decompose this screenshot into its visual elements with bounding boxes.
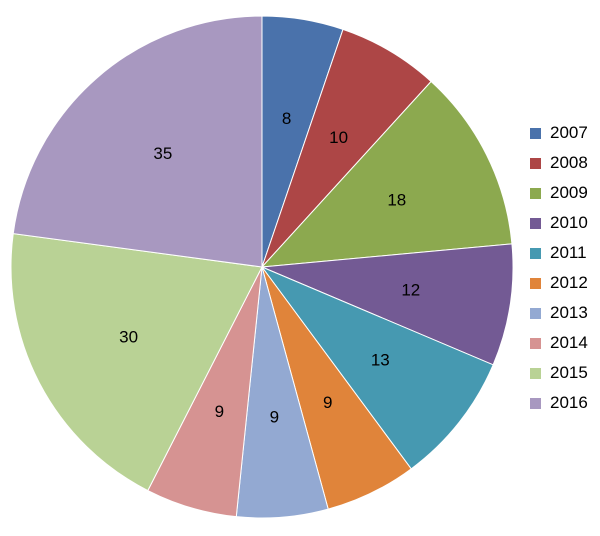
legend-item-2014: 2014 (530, 328, 588, 358)
legend-label: 2010 (550, 213, 588, 232)
legend-swatch (530, 397, 541, 409)
legend-item-2016: 2016 (530, 388, 588, 418)
data-label-2009: 18 (387, 190, 406, 209)
data-label-2016: 35 (153, 144, 172, 163)
legend-item-2011: 2011 (530, 238, 588, 268)
legend-item-2010: 2010 (530, 208, 588, 238)
pie-slices (10, 15, 514, 519)
legend-swatch (530, 217, 541, 229)
legend-label: 2008 (550, 153, 588, 172)
pie-data-labels: 8 10 18 12 13 9 9 9 30 35 (119, 109, 420, 427)
legend-swatch (530, 157, 541, 169)
legend-item-2015: 2015 (530, 358, 588, 388)
legend-item-2008: 2008 (530, 148, 588, 178)
legend-label: 2012 (550, 273, 588, 292)
legend-label: 2007 (550, 123, 588, 142)
legend-swatch (530, 187, 541, 199)
data-label-2010: 12 (401, 281, 420, 300)
data-label-2012: 9 (323, 393, 332, 412)
data-label-2011: 13 (371, 351, 390, 370)
legend-swatch (530, 127, 541, 139)
legend-label: 2016 (550, 393, 588, 412)
legend-item-2012: 2012 (530, 268, 588, 298)
legend: 2007 2008 2009 2010 2011 2012 2013 2014 2015 2016 (530, 118, 588, 418)
data-label-2013: 9 (270, 408, 279, 427)
data-label-2007: 8 (282, 109, 291, 128)
legend-item-2009: 2009 (530, 178, 588, 208)
pie-slice-2010 (261, 243, 514, 366)
legend-swatch (530, 247, 541, 259)
legend-item-2013: 2013 (530, 298, 588, 328)
pie-slice-2009 (260, 80, 513, 268)
legend-item-2007: 2007 (530, 118, 588, 148)
legend-label: 2015 (550, 363, 588, 382)
data-label-2015: 30 (119, 327, 138, 346)
legend-label: 2014 (550, 333, 588, 352)
legend-label: 2009 (550, 183, 588, 202)
legend-label: 2013 (550, 303, 588, 322)
data-label-2008: 10 (329, 128, 348, 147)
legend-label: 2011 (550, 243, 587, 262)
legend-swatch (530, 277, 541, 289)
data-label-2014: 9 (215, 402, 224, 421)
pie-slice-2015 (10, 233, 263, 492)
legend-swatch (530, 337, 541, 349)
legend-swatch (530, 307, 541, 319)
legend-swatch (530, 367, 541, 379)
pie-slice-2016 (12, 15, 263, 268)
pie-slice-2011 (260, 265, 494, 470)
